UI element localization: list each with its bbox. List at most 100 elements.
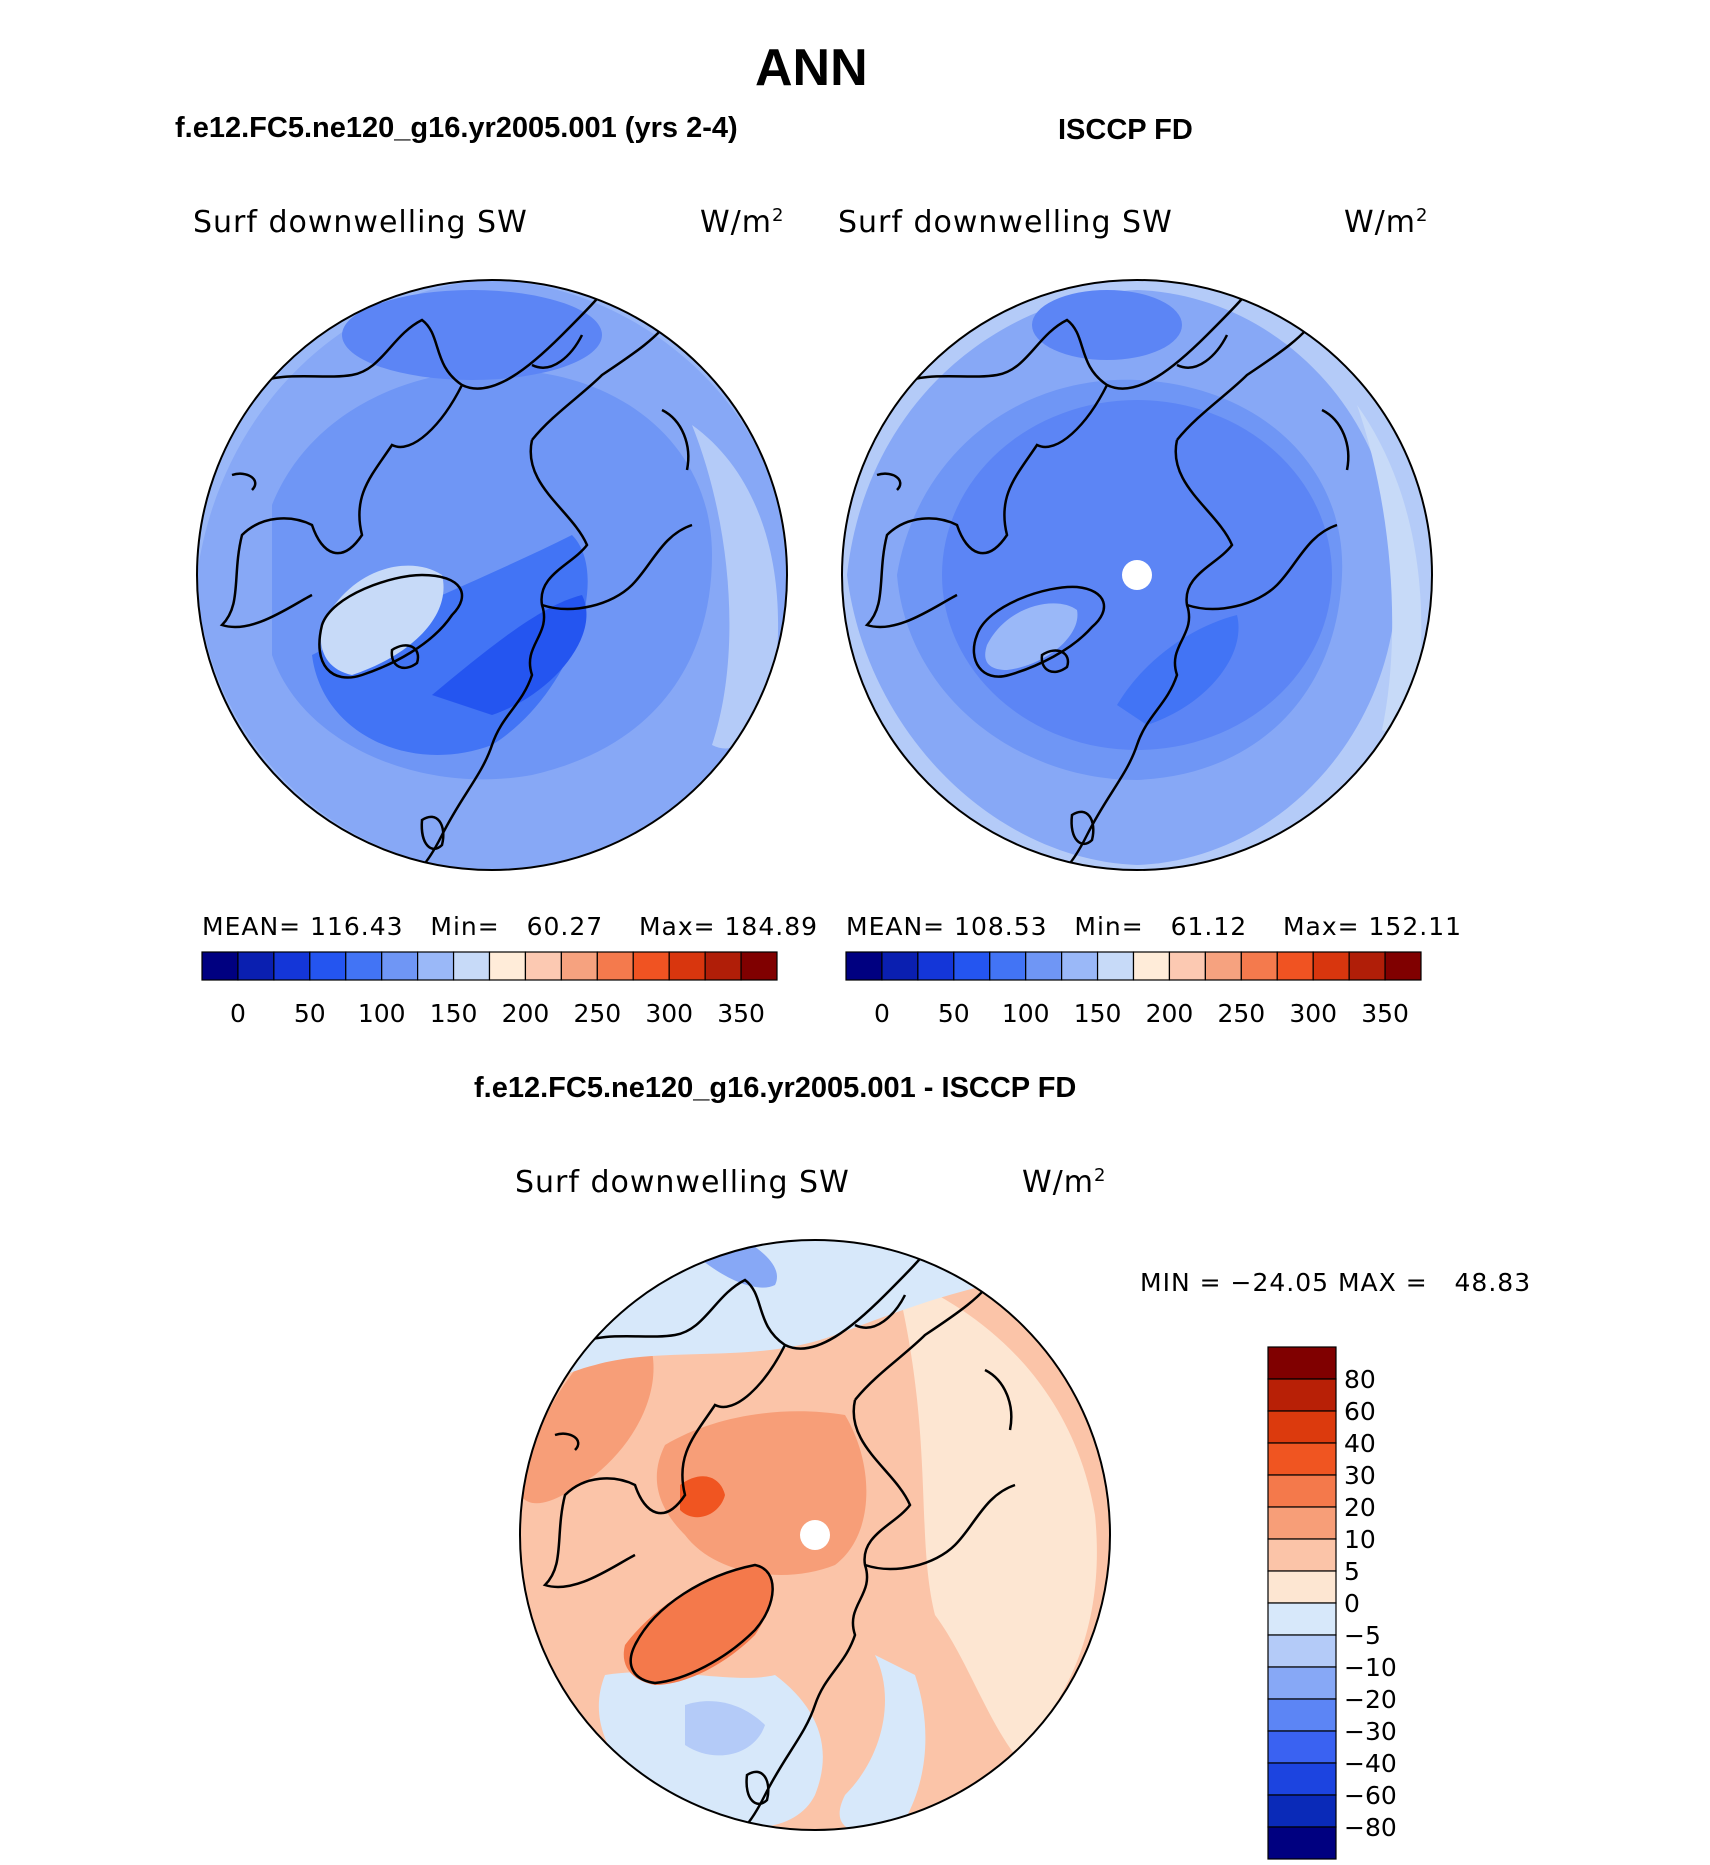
panel-obs-case-title: ISCCP FD (1058, 114, 1193, 146)
panel-obs-colorbar: 0 50 100 150 200 250 300 350 (845, 951, 1422, 1028)
panel-diff-colorbar: 80 60 40 30 20 10 5 0 −5 −10 −20 −30 −40 −60 −80 (1267, 1346, 1397, 1860)
panel-diff-units-base: W/m (1022, 1165, 1094, 1200)
panel-model-mean-value: 116.43 (310, 912, 404, 941)
panel-obs-colorbar-tick-label: 150 (1074, 999, 1122, 1028)
panel-obs-colorbar-box (1204, 951, 1242, 981)
panel-diff-colorbar-box (1267, 1506, 1337, 1540)
panel-obs-units-sup: 2 (1416, 205, 1429, 226)
panel-model-colorbar-box (381, 951, 419, 981)
panel-obs-colorbar-box (989, 951, 1027, 981)
panel-model-colorbar-box (740, 951, 778, 981)
panel-diff-colorbar-tick-label: −20 (1344, 1685, 1397, 1714)
panel-diff-colorbar-box (1267, 1826, 1337, 1860)
panel-model-colorbar-box (417, 951, 455, 981)
panel-obs-colorbar-tick-label: 350 (1361, 999, 1409, 1028)
panel-diff-colorbar-tick-label: 5 (1344, 1557, 1360, 1586)
panel-obs-min-value: 61.12 (1170, 912, 1248, 941)
panel-model-units-base: W/m (700, 205, 772, 240)
panel-model-colorbar-tick-label: 300 (645, 999, 693, 1028)
panel-model-colorbar-tick-label: 250 (573, 999, 621, 1028)
panel-diff-colorbar-box (1267, 1410, 1337, 1444)
panel-obs-mean-label: MEAN= (846, 912, 946, 941)
panel-model-max-value: 184.89 (724, 912, 819, 941)
panel-diff-colorbar-box (1267, 1762, 1337, 1796)
panel-obs-colorbar-box (1025, 951, 1063, 981)
panel-model-colorbar-box (273, 951, 311, 981)
panel-obs-max-label: Max= (1282, 912, 1360, 941)
panel-diff-colorbar-tick-label: 30 (1344, 1461, 1376, 1490)
panel-diff-colorbar-tick-label: −40 (1344, 1749, 1397, 1778)
panel-diff-colorbar-box (1267, 1730, 1337, 1764)
panel-model-max-label: Max= (638, 912, 716, 941)
panel-diff-colorbar-box (1267, 1794, 1337, 1828)
panel-obs-max-value: 152.11 (1368, 912, 1463, 941)
panel-model-stats: MEAN= 116.43 Min= 60.27 Max= 184.89 (202, 912, 818, 941)
panel-model-colorbar-tick-label: 150 (430, 999, 478, 1028)
panel-obs-colorbar-box (881, 951, 919, 981)
panel-diff-colorbar-tick-label: 10 (1344, 1525, 1376, 1554)
panel-obs-min-label: Min= (1074, 912, 1144, 941)
panel-model-polar-map (196, 279, 788, 871)
panel-diff-max-value: 48.83 (1454, 1268, 1532, 1297)
panel-obs-pole-hole (1122, 560, 1152, 590)
panel-model-colorbar-tick-label: 200 (502, 999, 550, 1028)
panel-obs-colorbar-box (1096, 951, 1135, 981)
panel-diff-min-value: −24.05 (1230, 1268, 1330, 1297)
panel-obs-colorbar-box (1240, 951, 1278, 981)
panel-diff-colorbar-tick-label: 80 (1344, 1365, 1376, 1394)
panel-model-variable: Surf downwelling SW (193, 205, 528, 240)
panel-obs-colorbar-box (917, 951, 955, 981)
panel-diff-case-title: f.e12.FC5.ne120_g16.yr2005.001 - ISCCP F… (474, 1072, 1077, 1104)
panel-diff-units: W/m2 (1022, 1165, 1106, 1200)
panel-diff-colorbar-box (1267, 1634, 1337, 1668)
panel-diff-colorbar-tick-label: 60 (1344, 1397, 1376, 1426)
panel-diff-colorbar-box (1267, 1602, 1337, 1636)
figure-title: ANN (755, 39, 868, 97)
panel-model-colorbar-box (596, 951, 634, 981)
panel-diff-polar-map (519, 1239, 1111, 1831)
panel-obs-mean-value: 108.53 (954, 912, 1048, 941)
panel-diff-max-label: MAX = (1337, 1268, 1428, 1297)
panel-model-colorbar-tick-label: 0 (230, 999, 246, 1028)
panel-diff-colorbar-box (1267, 1474, 1337, 1508)
panel-obs-colorbar-box (1168, 951, 1206, 981)
panel-model-colorbar-tick-label: 100 (358, 999, 406, 1028)
panel-obs-colorbar-box (1061, 951, 1099, 981)
panel-obs-colorbar-box (1132, 951, 1171, 981)
panel-obs-colorbar-tick-label: 300 (1289, 999, 1337, 1028)
panel-diff-stats: MIN = −24.05 MAX = 48.83 (1140, 1268, 1531, 1297)
panel-model-units: W/m2 (700, 205, 784, 240)
panel-diff-colorbar-box (1267, 1698, 1337, 1732)
panel-model-colorbar-box (704, 951, 742, 981)
panel-model-colorbar-box (201, 951, 239, 981)
panel-obs-colorbar-box (845, 951, 883, 981)
panel-obs-colorbar-box (1348, 951, 1386, 981)
panel-obs-colorbar-box (1312, 951, 1350, 981)
panel-model-units-sup: 2 (772, 205, 785, 226)
panel-model-colorbar-box (452, 951, 491, 981)
panel-model-min-label: Min= (430, 912, 500, 941)
panel-diff-units-sup: 2 (1094, 1165, 1107, 1186)
panel-model-colorbar: 0 50 100 150 200 250 300 350 (201, 951, 778, 1028)
panel-obs-colorbar-box (1276, 951, 1314, 981)
panel-diff-colorbar-box (1267, 1378, 1337, 1412)
panel-diff-colorbar-tick-label: 20 (1344, 1493, 1376, 1522)
panel-obs-colorbar-tick-label: 100 (1002, 999, 1050, 1028)
panel-model-colorbar-box (309, 951, 347, 981)
panel-obs-polar-map (841, 279, 1433, 871)
panel-diff-colorbar-box (1267, 1442, 1337, 1476)
panel-diff-variable: Surf downwelling SW (515, 1165, 850, 1200)
panel-obs-map-border (841, 279, 1433, 871)
panel-model-colorbar-box (560, 951, 598, 981)
panel-diff-colorbar-box (1267, 1346, 1337, 1380)
panel-obs-colorbar-tick-label: 50 (938, 999, 970, 1028)
panel-model-coastlines (219, 280, 693, 870)
panel-model-colorbar-box (488, 951, 527, 981)
panel-obs-colorbar-tick-label: 200 (1146, 999, 1194, 1028)
panel-model-colorbar-box (632, 951, 670, 981)
panel-model-fill (197, 280, 787, 870)
panel-model-colorbar-tick-label: 350 (717, 999, 765, 1028)
panel-diff-min-label: MIN = (1140, 1268, 1222, 1297)
panel-diff-colorbar-tick-label: 40 (1344, 1429, 1376, 1458)
panel-model-colorbar-box (345, 951, 383, 981)
